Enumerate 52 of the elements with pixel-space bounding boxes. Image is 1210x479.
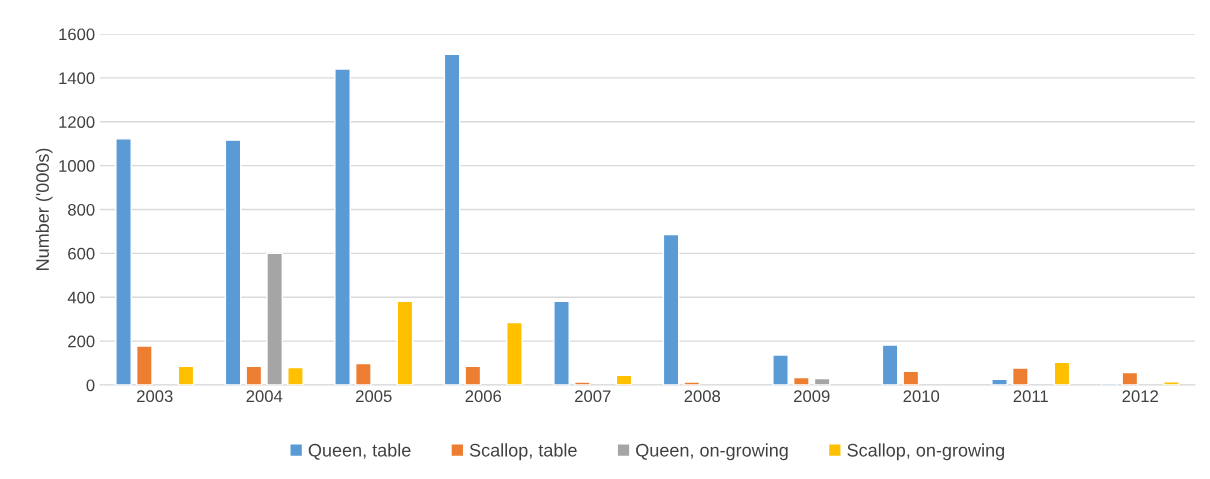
bar <box>245 365 263 385</box>
y-tick-label: 800 <box>68 203 95 216</box>
y-tick-label: 1200 <box>59 116 95 128</box>
x-tick-label: 2007 <box>575 390 611 403</box>
x-tick-label: 2008 <box>684 390 721 403</box>
y-tick-label: 1000 <box>59 160 95 172</box>
bar <box>287 366 304 385</box>
bar <box>1053 361 1071 385</box>
bar <box>1011 367 1029 385</box>
bar <box>1121 371 1139 385</box>
legend-label: Queen, on-growing <box>636 443 788 461</box>
x-tick-label: 2011 <box>1013 390 1048 403</box>
bar <box>443 53 461 385</box>
bar <box>1163 381 1180 385</box>
x-tick-label: 2005 <box>356 390 392 403</box>
legend-label: Scallop, table <box>469 443 577 461</box>
bar <box>813 377 831 385</box>
legend-label: Queen, table <box>308 443 411 460</box>
x-tick-label: 2004 <box>246 390 283 403</box>
bar <box>662 233 680 385</box>
y-axis-title: Number ('000s) <box>35 148 53 270</box>
y-tick-label: 600 <box>68 247 95 260</box>
y-tick-label: 0 <box>86 379 95 392</box>
bar <box>115 138 132 385</box>
bar <box>772 354 789 385</box>
bar <box>553 300 570 385</box>
bar <box>334 68 351 385</box>
x-tick-label: 2012 <box>1122 390 1158 403</box>
y-tick-label: 200 <box>68 335 95 348</box>
x-tick-label: 2003 <box>137 390 173 403</box>
bar <box>266 252 284 385</box>
bar <box>573 381 591 385</box>
legend-label: Scallop, on-growing <box>847 443 1004 461</box>
bar <box>224 139 242 385</box>
bar <box>464 365 482 385</box>
bar <box>881 344 899 385</box>
bar <box>396 300 414 385</box>
y-tick-label: 1600 <box>59 28 95 41</box>
x-tick-label: 2010 <box>903 390 940 403</box>
bar <box>683 381 701 385</box>
bar <box>506 321 523 385</box>
y-tick-label: 400 <box>67 291 95 304</box>
x-tick-label: 2006 <box>465 390 502 403</box>
bar <box>177 365 195 385</box>
bar <box>902 370 920 385</box>
bar <box>991 378 1008 385</box>
bar <box>354 362 372 385</box>
y-tick-label: 1400 <box>59 72 95 85</box>
bar <box>135 345 153 385</box>
bar <box>615 374 633 385</box>
bar <box>792 376 810 385</box>
x-tick-label: 2009 <box>794 390 830 403</box>
